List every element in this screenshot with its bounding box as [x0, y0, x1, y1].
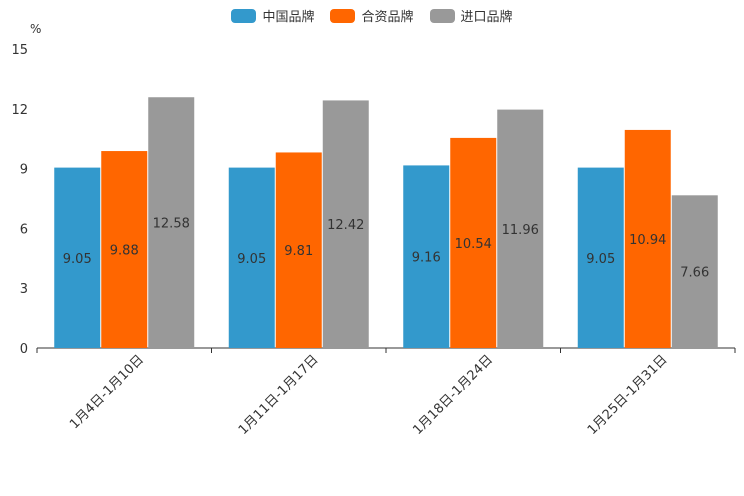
y-tick-label: 6	[20, 222, 28, 237]
bar	[228, 167, 275, 348]
x-tick-label: 1月4日-1月10日	[67, 352, 147, 432]
bar	[671, 195, 718, 348]
x-tick-label: 1月18日-1月24日	[410, 352, 496, 438]
bar	[101, 151, 148, 348]
data-label: 10.94	[629, 233, 666, 248]
data-label: 9.88	[110, 244, 139, 259]
data-label: 9.05	[586, 252, 615, 267]
bar	[275, 152, 322, 348]
data-label: 9.81	[284, 244, 313, 259]
legend-label-imported-brand: 进口品牌	[460, 10, 513, 25]
bar	[148, 97, 195, 348]
data-label: 12.42	[327, 218, 364, 233]
y-tick-label: 15	[11, 43, 28, 58]
bar	[403, 165, 450, 348]
legend-item-china-brand[interactable]: 中国品牌	[231, 6, 314, 25]
data-label: 11.96	[502, 223, 539, 238]
legend-swatch-china-brand	[231, 8, 257, 23]
legend-item-joint-venture-brand[interactable]: 合资品牌	[330, 6, 414, 25]
bar	[450, 137, 497, 348]
legend-swatch-imported-brand	[429, 8, 455, 23]
data-label: 10.54	[455, 237, 492, 252]
y-tick-label: 9	[20, 163, 28, 178]
y-tick-label: 3	[20, 282, 28, 297]
y-tick-label: 0	[20, 342, 28, 357]
y-tick-label: 12	[11, 103, 28, 118]
data-label: 9.16	[412, 251, 441, 266]
data-label: 7.66	[680, 266, 709, 281]
data-label: 9.05	[237, 252, 266, 267]
data-label: 9.05	[63, 252, 92, 267]
bar	[322, 100, 369, 348]
legend-label-joint-venture-brand: 合资品牌	[361, 10, 414, 25]
x-tick-label: 1月11日-1月17日	[236, 352, 322, 438]
bar	[624, 129, 671, 348]
data-label: 12.58	[153, 217, 190, 232]
legend: 中国品牌 合资品牌 进口品牌	[0, 6, 744, 25]
legend-swatch-joint-venture-brand	[330, 8, 356, 23]
legend-label-china-brand: 中国品牌	[262, 10, 315, 25]
y-axis-unit: %	[30, 22, 42, 36]
bar	[54, 167, 101, 348]
legend-item-imported-brand[interactable]: 进口品牌	[429, 6, 513, 25]
bar	[497, 109, 544, 348]
x-tick-label: 1月25日-1月31日	[585, 352, 671, 438]
bar	[577, 167, 624, 348]
